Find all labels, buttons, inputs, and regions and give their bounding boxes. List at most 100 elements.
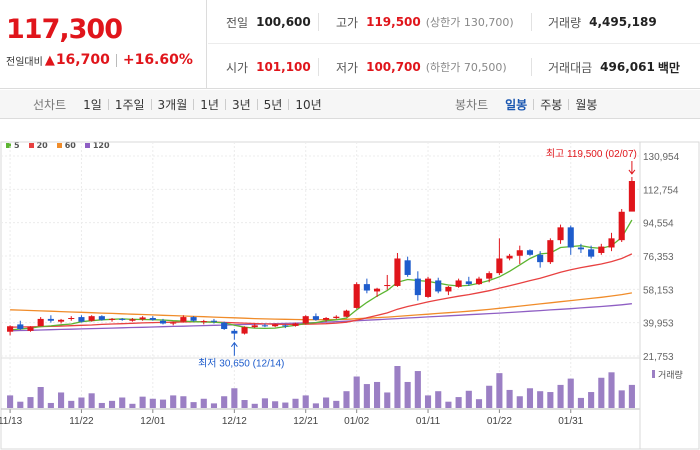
candle-body (159, 320, 167, 324)
x-tick-label: 01/02 (344, 416, 369, 427)
volume-legend-label: 거래량 (658, 369, 683, 381)
quote-header: 117,300 전일대비 ▲ 16,700 +16.60% 전일 100,600… (0, 0, 700, 89)
candle-body (598, 246, 605, 253)
volume-bar (547, 392, 554, 408)
candle-body (47, 318, 54, 321)
candle-body (231, 330, 238, 334)
high-label: 고가 (336, 15, 359, 30)
candle-body (445, 286, 452, 292)
candle (486, 271, 493, 283)
candle (557, 224, 564, 244)
volume-bar (506, 389, 513, 408)
candle (139, 316, 146, 321)
volume-bar (78, 397, 85, 408)
candle-body (282, 325, 289, 327)
divider (568, 99, 570, 110)
tab-weekly[interactable]: 주봉 (540, 98, 563, 112)
volume-bar (414, 371, 421, 408)
legend-label: 5 (14, 141, 20, 150)
candle-chart-title: 봉차트 (455, 98, 489, 112)
volume-bar (526, 388, 534, 408)
candle (343, 309, 350, 318)
candle (302, 315, 309, 325)
candle-body (68, 318, 75, 320)
candle-body (88, 316, 95, 321)
volume-bar (323, 397, 330, 408)
volume-bar (241, 400, 248, 408)
x-tick-label: 12/21 (293, 416, 318, 427)
arrow-down-icon (628, 160, 636, 175)
candle-body (608, 238, 615, 248)
arrow-up-icon (230, 341, 238, 356)
candle-body (628, 181, 635, 212)
divider (224, 99, 226, 110)
tab-5year[interactable]: 5년 (263, 98, 283, 112)
volume-bar (628, 384, 635, 408)
candle-body (404, 260, 411, 275)
candle-body (343, 310, 350, 317)
candle (129, 318, 136, 322)
candle-body (567, 227, 574, 248)
x-tick-label: 12/01 (140, 416, 165, 427)
volume-bar (537, 391, 544, 408)
volume-value: 4,495,189 (589, 15, 657, 29)
moving-average-ma120 (10, 303, 632, 332)
candle (577, 243, 584, 253)
candle (282, 324, 289, 329)
current-price: 117,300 (6, 14, 123, 45)
tab-3year[interactable]: 3년 (231, 98, 251, 112)
tab-1day[interactable]: 1일 (83, 98, 102, 112)
candle (119, 318, 126, 321)
volume-bar (129, 403, 136, 408)
candle (333, 315, 340, 319)
candlestick-chart[interactable]: 130,954 112,754 94,554 76,353 58,153 39,953 21… (0, 120, 700, 450)
tab-3month[interactable]: 3개월 (157, 98, 188, 112)
candle (37, 317, 44, 327)
candle (435, 277, 442, 294)
candle (475, 276, 483, 286)
candle (231, 328, 238, 340)
volume-bar (516, 396, 523, 408)
candle (516, 245, 523, 264)
candle-body (149, 318, 156, 320)
candle-body (312, 316, 319, 320)
trade-amount: 거래대금 496,061 백만 (548, 45, 680, 89)
candle-body (323, 318, 330, 320)
volume-bar (384, 392, 391, 408)
candle (272, 323, 279, 328)
legend-ma5: 5 (6, 141, 20, 150)
candle-body (394, 258, 401, 286)
divider (150, 99, 152, 110)
prev-close: 전일 100,600 (226, 0, 311, 44)
legend-swatch (84, 143, 90, 148)
candle (261, 323, 268, 328)
candle (241, 326, 248, 335)
volume-bar (119, 397, 126, 408)
low-price: 저가 100,700 (하한가 70,500) (336, 45, 507, 89)
tab-daily[interactable]: 일봉 (505, 98, 528, 112)
candle-body (577, 247, 584, 250)
candle (58, 318, 65, 324)
tab-10year[interactable]: 10년 (295, 98, 322, 112)
candle-body (200, 321, 207, 323)
candle-body (526, 250, 534, 255)
volume-bar (343, 391, 350, 408)
candle-body (180, 317, 187, 322)
candle-body (506, 255, 513, 259)
tab-1year[interactable]: 1년 (200, 98, 219, 112)
quote-details: 전일 100,600 고가 119,500 (상한가 130,700) 거래량 … (208, 0, 700, 89)
high-price: 고가 119,500 (상한가 130,700) (336, 0, 514, 44)
volume-bar (353, 376, 360, 408)
candle (567, 225, 574, 255)
volume-bar (363, 384, 370, 408)
divider (256, 99, 258, 110)
tab-monthly[interactable]: 월봉 (575, 98, 598, 112)
candle (445, 285, 452, 296)
candle (363, 278, 370, 294)
candle-body (37, 318, 44, 327)
high-value: 119,500 (366, 15, 421, 29)
y-tick-label: 94,554 (643, 219, 674, 230)
volume-bar (210, 403, 218, 408)
volume-bar (486, 385, 493, 408)
tab-1week[interactable]: 1주일 (114, 98, 145, 112)
